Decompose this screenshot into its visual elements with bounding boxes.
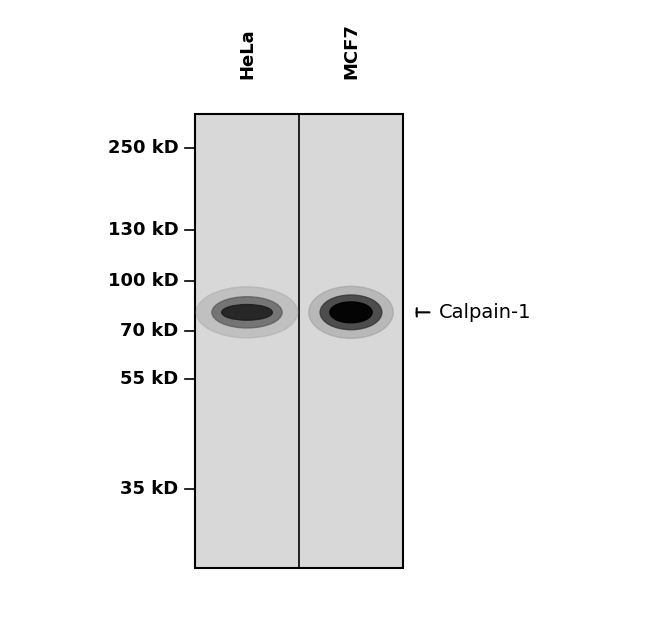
- Text: MCF7: MCF7: [342, 23, 360, 79]
- Text: 100 kD: 100 kD: [108, 272, 179, 290]
- FancyBboxPatch shape: [195, 114, 403, 568]
- Text: Calpain-1: Calpain-1: [439, 303, 531, 322]
- Text: 55 kD: 55 kD: [120, 370, 179, 387]
- Text: 130 kD: 130 kD: [108, 221, 179, 239]
- Text: HeLa: HeLa: [238, 28, 256, 79]
- Ellipse shape: [212, 297, 282, 328]
- Ellipse shape: [222, 305, 272, 320]
- Ellipse shape: [320, 295, 382, 329]
- Ellipse shape: [196, 286, 298, 338]
- Text: 70 kD: 70 kD: [120, 322, 179, 340]
- Ellipse shape: [330, 302, 372, 322]
- Text: 35 kD: 35 kD: [120, 480, 179, 498]
- Ellipse shape: [309, 286, 393, 338]
- Text: 250 kD: 250 kD: [108, 139, 179, 157]
